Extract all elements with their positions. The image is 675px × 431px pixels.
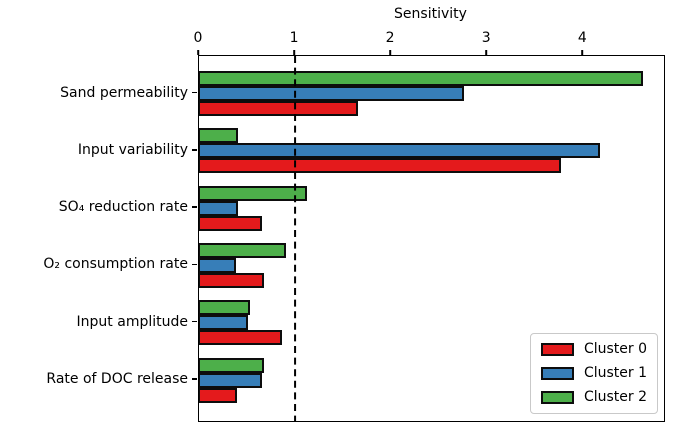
- x-axis-title: Sensitivity: [394, 6, 467, 22]
- y-tick-mark: [192, 320, 197, 323]
- legend-swatch-cluster-0: [540, 343, 574, 356]
- bar-cluster-0: [199, 101, 359, 116]
- legend-row: Cluster 0: [540, 341, 647, 358]
- legend-label: Cluster 0: [583, 341, 647, 357]
- x-tick-mark: [197, 50, 199, 55]
- category-label: Input amplitude: [76, 313, 188, 330]
- legend-row: Cluster 1: [540, 365, 647, 382]
- bar-cluster-2: [199, 357, 265, 373]
- bar-cluster-1: [199, 315, 248, 331]
- legend-label: Cluster 1: [583, 365, 647, 381]
- bar-cluster-2: [199, 242, 287, 258]
- bar-cluster-2: [199, 185, 307, 201]
- bar-cluster-0: [199, 387, 238, 403]
- bar-cluster-0: [199, 215, 263, 231]
- category-label: SO₄ reduction rate: [58, 199, 188, 216]
- bar-group: [199, 185, 664, 231]
- bar-cluster-2: [199, 128, 239, 144]
- legend-swatch-cluster-1: [540, 367, 574, 380]
- x-tick-label: 2: [385, 30, 395, 46]
- bar-group: [199, 71, 664, 116]
- x-tick-mark: [293, 50, 295, 55]
- bar-cluster-0: [199, 158, 562, 174]
- bar-group: [199, 300, 664, 346]
- bar-group: [199, 357, 664, 403]
- x-tick-label: 0: [193, 30, 203, 46]
- y-tick-mark: [192, 91, 197, 94]
- bar-cluster-1: [199, 86, 465, 101]
- y-tick-mark: [192, 149, 197, 151]
- x-tick-label: 4: [577, 30, 587, 46]
- bar-cluster-1: [199, 372, 263, 388]
- bar-cluster-0: [199, 330, 282, 346]
- bar-group: [199, 128, 664, 174]
- bar-group: [199, 242, 664, 288]
- bar-cluster-1: [199, 200, 239, 216]
- bar-cluster-1: [199, 257, 237, 273]
- x-tick-label: 3: [481, 30, 491, 46]
- category-label: Input variability: [77, 141, 188, 158]
- bar-cluster-0: [199, 272, 265, 288]
- legend-swatch-cluster-2: [540, 391, 574, 404]
- bar-cluster-1: [199, 143, 600, 159]
- legend: Cluster 0 Cluster 1 Cluster 2: [529, 333, 658, 414]
- x-tick-label: 1: [289, 30, 299, 46]
- y-tick-mark: [192, 378, 197, 380]
- x-tick-mark: [485, 50, 488, 55]
- x-tick-mark: [389, 50, 391, 55]
- category-label: Rate of DOC release: [46, 371, 188, 387]
- x-tick-mark: [581, 50, 584, 55]
- category-label: Sand permeability: [60, 84, 188, 101]
- category-label: O₂ consumption rate: [43, 256, 188, 273]
- bar-cluster-2: [199, 71, 643, 86]
- y-tick-mark: [192, 206, 197, 208]
- legend-label: Cluster 2: [583, 389, 647, 405]
- bar-cluster-2: [199, 300, 250, 316]
- plot-area: Cluster 0 Cluster 1 Cluster 2: [198, 55, 665, 422]
- y-tick-mark: [192, 263, 197, 266]
- legend-row: Cluster 2: [540, 389, 647, 406]
